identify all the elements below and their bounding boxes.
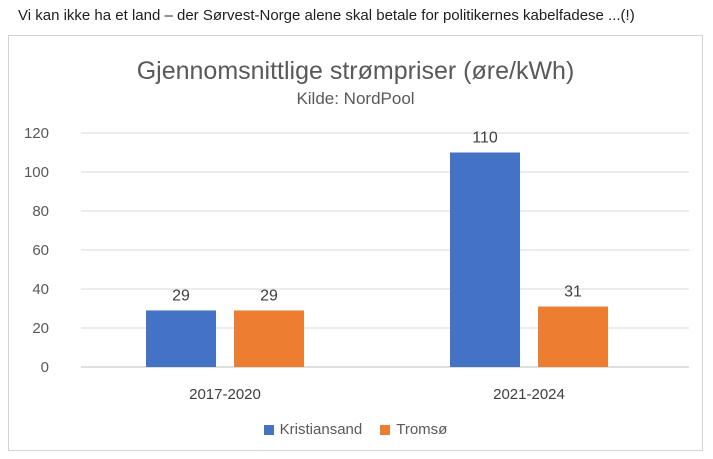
y-tick-label: 80 bbox=[32, 203, 49, 220]
legend-item: Kristiansand bbox=[263, 421, 363, 438]
y-tick-label: 100 bbox=[24, 164, 49, 181]
chart-frame: Gjennomsnittlige strømpriser (øre/kWh) K… bbox=[8, 35, 703, 451]
legend-label: Tromsø bbox=[396, 421, 448, 438]
bar bbox=[146, 310, 216, 367]
legend-item: Tromsø bbox=[380, 421, 447, 438]
y-tick-label: 120 bbox=[24, 125, 49, 142]
data-label: 31 bbox=[564, 284, 582, 301]
chart-title: Gjennomsnittlige strømpriser (øre/kWh) bbox=[136, 57, 575, 85]
legend-label: Kristiansand bbox=[279, 421, 363, 438]
y-tick-label: 60 bbox=[32, 242, 49, 259]
chart-subtitle: Kilde: NordPool bbox=[296, 89, 415, 108]
y-tick-label: 0 bbox=[41, 359, 49, 376]
legend-swatch bbox=[380, 424, 391, 435]
data-label: 29 bbox=[260, 287, 278, 304]
bar bbox=[450, 152, 520, 367]
data-label: 110 bbox=[472, 130, 498, 147]
bar bbox=[234, 310, 304, 367]
bar bbox=[538, 306, 608, 367]
chart-legend: Kristiansand Tromsø bbox=[9, 421, 702, 438]
x-tick-label: 2021-2024 bbox=[493, 386, 565, 403]
bar-chart: 0 20 40 60 80 100 120 29 29 2017-2020 110 31 2021-20… bbox=[24, 125, 689, 403]
legend-swatch bbox=[263, 424, 274, 435]
x-tick-label: 2017-2020 bbox=[189, 386, 261, 403]
y-tick-label: 20 bbox=[32, 320, 49, 337]
y-tick-label: 40 bbox=[32, 281, 49, 298]
data-label: 29 bbox=[172, 287, 190, 304]
post-text: Vi kan ikke ha et land – der Sørvest-Nor… bbox=[18, 7, 635, 24]
